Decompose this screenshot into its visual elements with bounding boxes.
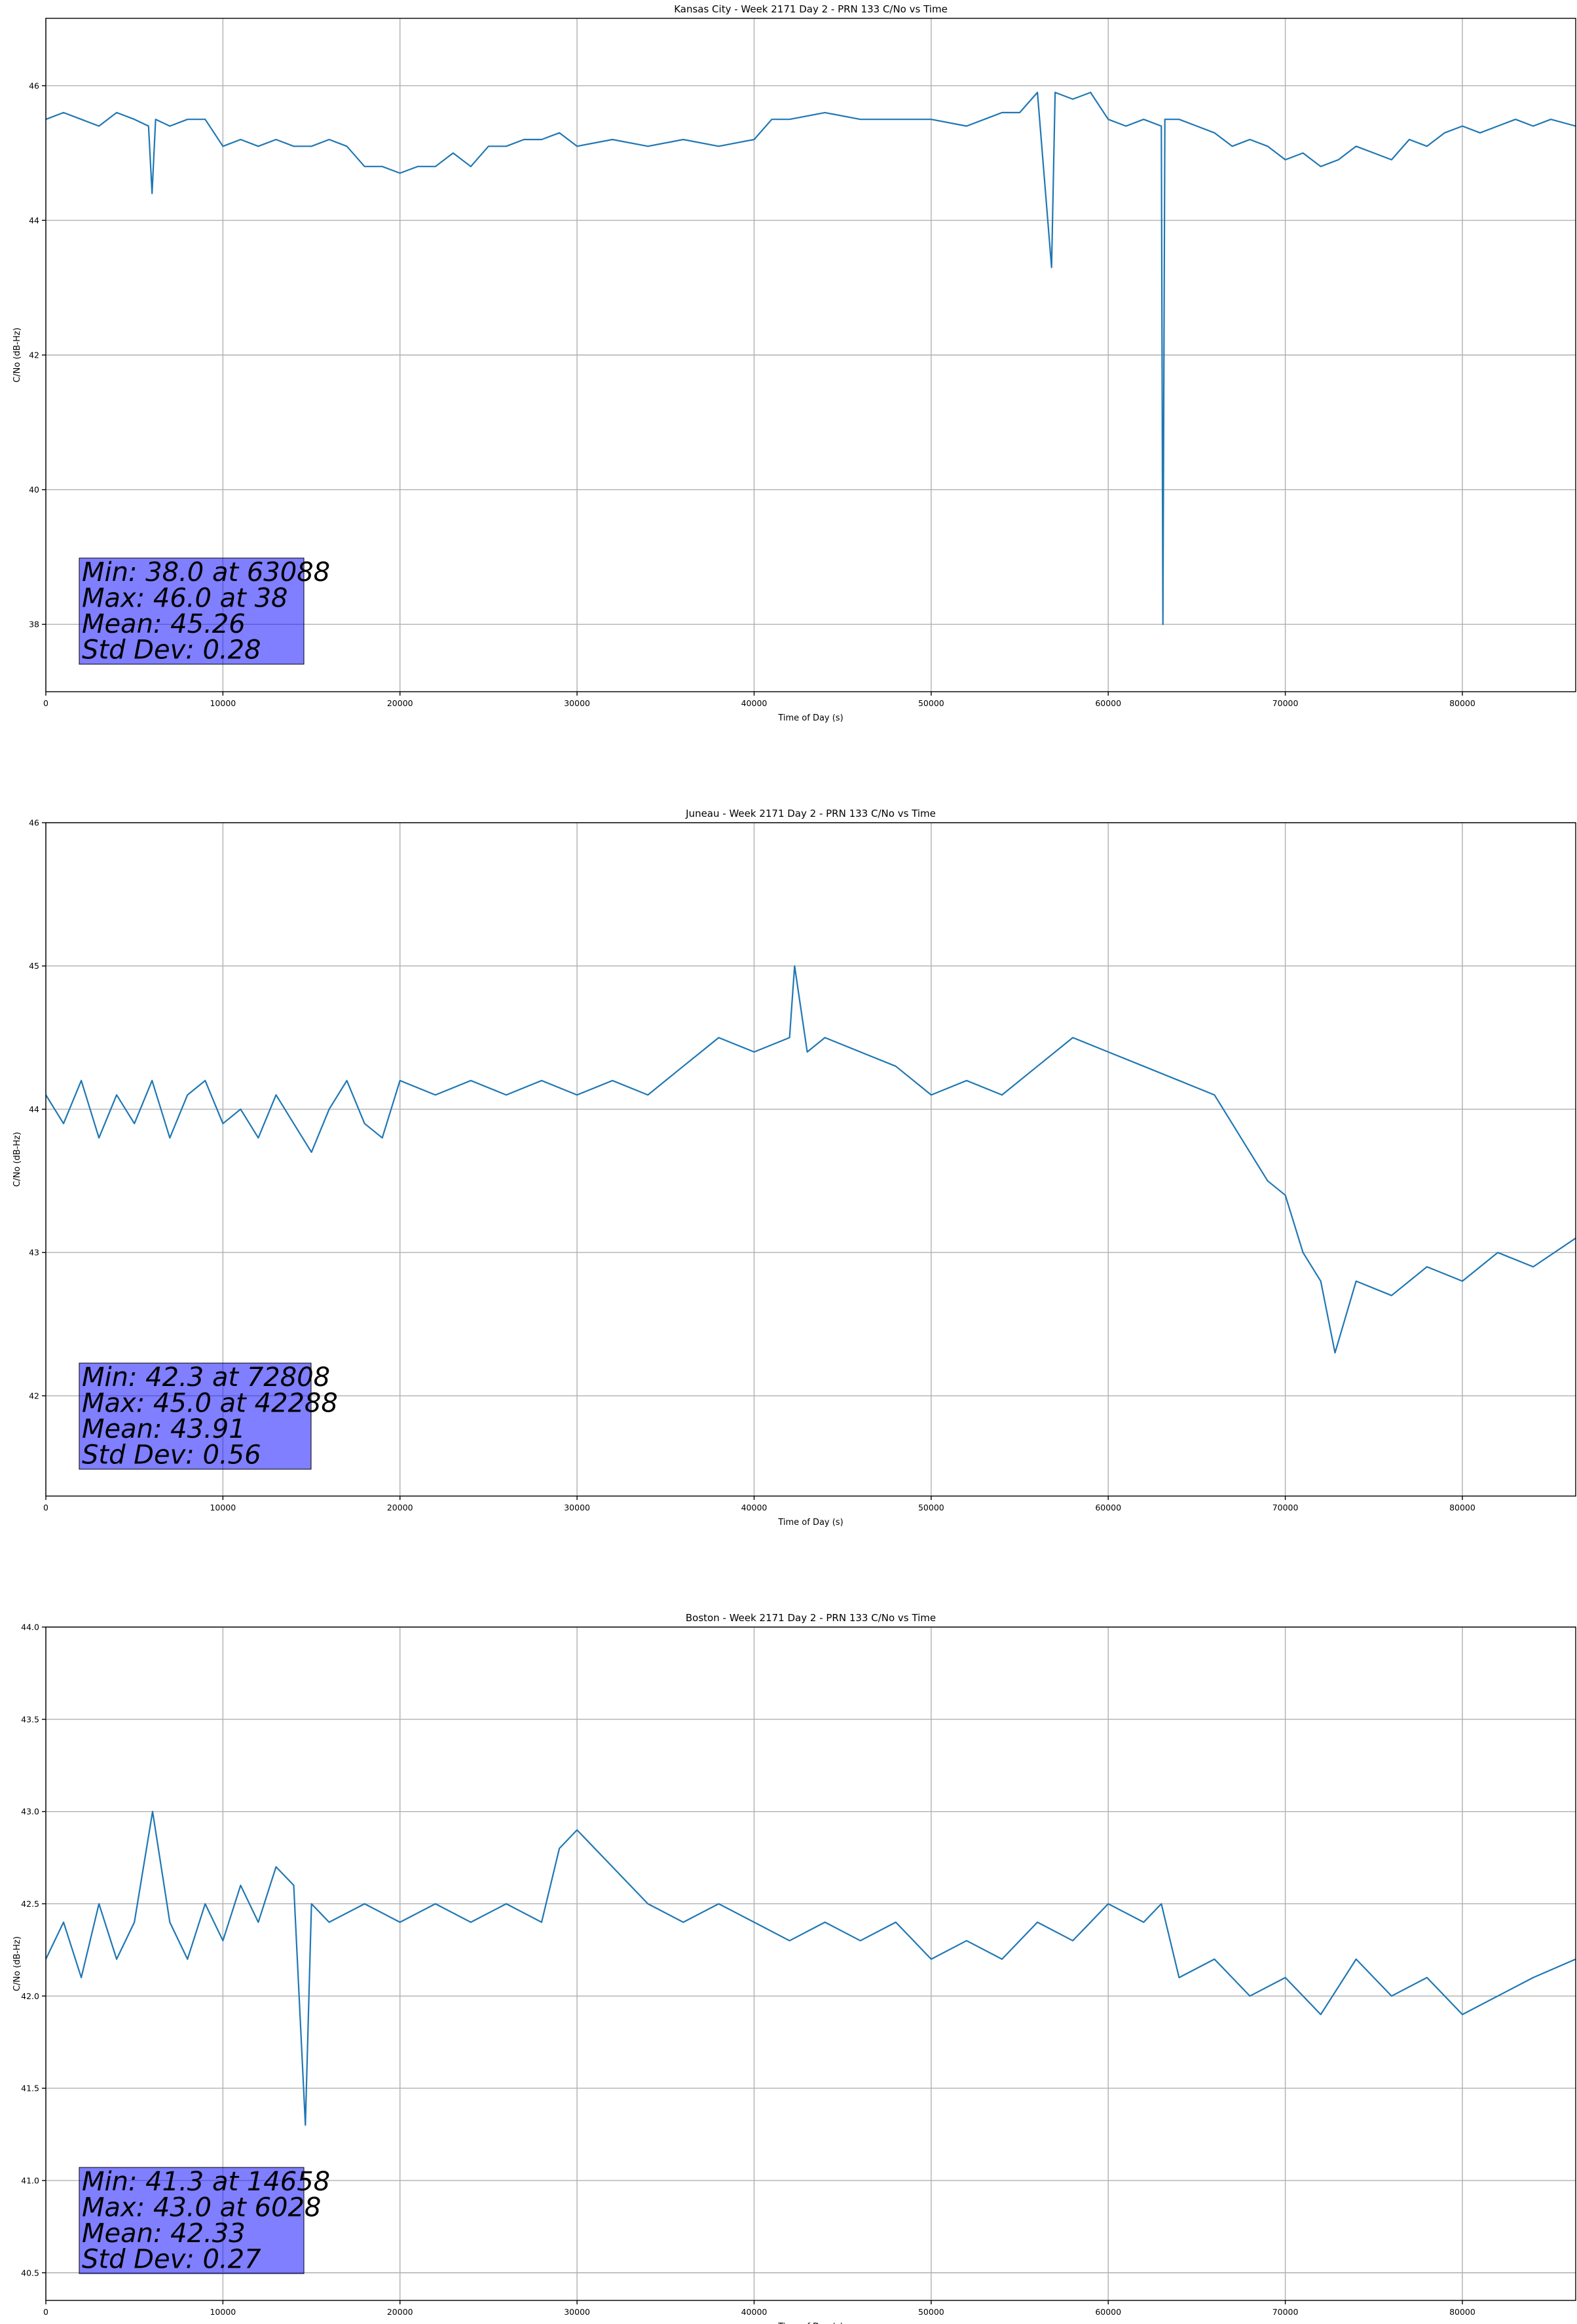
juneau-x-tick-label: 80000 (1449, 1503, 1475, 1512)
kansas-city-y-tick-label: 38 (29, 620, 39, 629)
boston-x-tick-label: 20000 (387, 2307, 413, 2317)
boston-stats-line: Max: 43.0 at 6028 (82, 2193, 321, 2223)
juneau-plot-frame (45, 822, 1576, 1497)
kansas-city-cno-series (45, 92, 1576, 626)
boston-y-tick-label: 42.5 (21, 1899, 39, 1909)
boston-x-tick-label: 0 (43, 2307, 48, 2317)
kansas-city-stats-line: Std Dev: 0.28 (82, 635, 261, 665)
panel-boston: 0 10000 20000 30000 40000 50000 60000 70000 8000… (12, 1612, 1576, 2324)
boston-stats-box (79, 2167, 305, 2274)
boston-stats-line: Std Dev: 0.27 (82, 2245, 261, 2275)
boston-y-tick-label: 40.5 (21, 2268, 39, 2277)
kansas-city-x-tick-label: 40000 (741, 698, 768, 708)
kansas-city-x-tick-label: 70000 (1272, 698, 1299, 708)
juneau-y-tick-label: 42 (29, 1391, 39, 1400)
boston-y-tick-label: 41.0 (21, 2175, 39, 2185)
boston-x-tick-label: 80000 (1449, 2307, 1475, 2317)
juneau-stats-line: Std Dev: 0.56 (82, 1440, 261, 1471)
boston-y-tick-label: 44.0 (21, 1622, 39, 1632)
kansas-city-y-axis-label: C/No (dB-Hz) (12, 328, 22, 383)
boston-chart-title: Boston - Week 2171 Day 2 - PRN 133 C/No … (686, 1612, 936, 1624)
kansas-city-x-tick-label: 80000 (1449, 698, 1475, 708)
juneau-x-tick-label: 0 (43, 1503, 48, 1512)
juneau-x-tick-label: 70000 (1272, 1503, 1299, 1512)
juneau-x-tick-label: 20000 (387, 1503, 413, 1512)
panel-juneau: 0 10000 20000 30000 40000 50000 60000 70000 8000… (12, 808, 1576, 1527)
boston-y-tick-label: 42.0 (21, 1991, 39, 2001)
boston-stats-line: Min: 41.3 at 14658 (82, 2167, 330, 2197)
juneau-y-tick-label: 44 (29, 1104, 39, 1114)
boston-x-tick-label: 40000 (741, 2307, 768, 2317)
boston-stats-line: Mean: 42.33 (82, 2219, 246, 2249)
kansas-city-chart-title: Kansas City - Week 2171 Day 2 - PRN 133 … (674, 3, 948, 15)
juneau-chart-title: Juneau - Week 2171 Day 2 - PRN 133 C/No … (685, 808, 936, 819)
juneau-x-axis-label: Time of Day (s) (777, 1518, 843, 1527)
kansas-city-x-tick-label: 10000 (210, 698, 236, 708)
juneau-stats-line: Max: 45.0 at 42288 (82, 1389, 338, 1419)
kansas-city-x-tick-label: 30000 (564, 698, 590, 708)
boston-y-tick-label: 43.5 (21, 1714, 39, 1724)
kansas-city-x-axis-label: Time of Day (s) (777, 713, 843, 723)
kansas-city-x-tick-label: 0 (43, 698, 48, 708)
juneau-x-tick-label: 30000 (564, 1503, 590, 1512)
juneau-cno-series (45, 965, 1576, 1354)
boston-y-axis-label: C/No (dB-Hz) (12, 1936, 22, 1991)
boston-x-tick-label: 30000 (564, 2307, 590, 2317)
boston-cno-series (45, 1810, 1576, 2126)
kansas-city-y-tick-label: 44 (29, 216, 39, 225)
juneau-x-tick-label: 50000 (918, 1503, 944, 1512)
kansas-city-y-tick-label: 40 (29, 485, 39, 495)
kansas-city-x-tick-label: 60000 (1095, 698, 1121, 708)
juneau-x-tick-label: 40000 (741, 1503, 768, 1512)
kansas-city-stats-box (79, 557, 305, 665)
juneau-y-tick-label: 46 (29, 818, 39, 828)
juneau-stats-line: Mean: 43.91 (82, 1414, 246, 1444)
juneau-x-tick-label: 60000 (1095, 1503, 1121, 1512)
kansas-city-y-tick-label: 42 (29, 350, 39, 360)
boston-y-tick-label: 41.5 (21, 2084, 39, 2093)
juneau-stats-line: Min: 42.3 at 72808 (82, 1362, 330, 1393)
panel-kansas-city: 0 10000 20000 30000 40000 50000 60000 70000 8000… (12, 3, 1576, 723)
juneau-stats-box (79, 1362, 312, 1470)
boston-x-tick-label: 50000 (918, 2307, 944, 2317)
boston-x-axis-label: Time of Day (s) (777, 2322, 843, 2324)
boston-x-tick-label: 60000 (1095, 2307, 1121, 2317)
kansas-city-stats-line: Max: 46.0 at 38 (82, 584, 288, 614)
kansas-city-y-tick-label: 46 (29, 81, 39, 90)
boston-x-tick-label: 70000 (1272, 2307, 1299, 2317)
boston-x-tick-label: 10000 (210, 2307, 236, 2317)
juneau-y-tick-label: 45 (29, 961, 39, 971)
boston-y-tick-label: 43.0 (21, 1807, 39, 1816)
juneau-y-axis-label: C/No (dB-Hz) (12, 1132, 22, 1187)
juneau-y-tick-label: 43 (29, 1248, 39, 1258)
kansas-city-stats-line: Mean: 45.26 (82, 609, 246, 639)
juneau-x-tick-label: 10000 (210, 1503, 236, 1512)
kansas-city-stats-line: Min: 38.0 at 63088 (82, 557, 330, 588)
boston-plot-frame (45, 1626, 1576, 2301)
kansas-city-x-tick-label: 50000 (918, 698, 944, 708)
kansas-city-x-tick-label: 20000 (387, 698, 413, 708)
